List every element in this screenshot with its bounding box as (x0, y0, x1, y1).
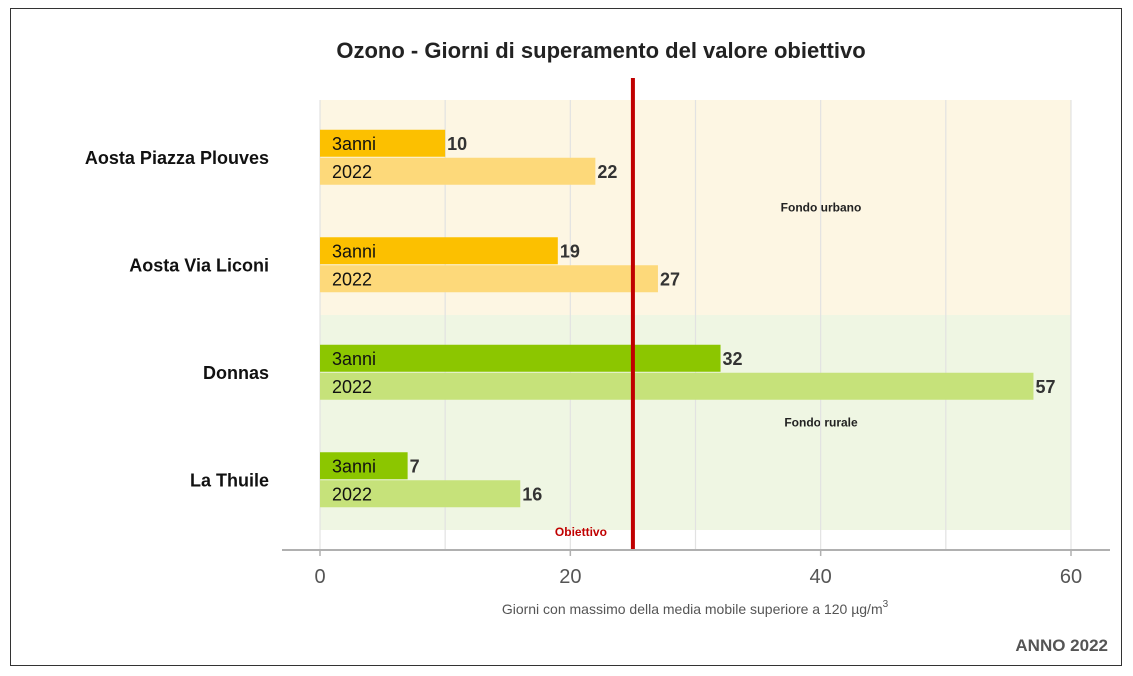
category-label: Aosta Via Liconi (129, 255, 269, 275)
x-axis-label: Giorni con massimo della media mobile su… (502, 599, 889, 617)
category-label: La Thuile (190, 470, 269, 490)
bar-3anni (320, 452, 408, 480)
data-label: 19 (560, 241, 580, 261)
bar-series-label: 2022 (332, 484, 372, 504)
bar-series-label: 3anni (332, 241, 376, 261)
bar-3anni (320, 129, 446, 157)
x-tick-label: 40 (810, 566, 832, 588)
category-label: Donnas (203, 363, 269, 383)
objective-label: Obiettivo (555, 525, 607, 539)
data-label: 22 (597, 162, 617, 182)
x-axis-label-superscript: 3 (883, 599, 889, 610)
data-label: 27 (660, 269, 680, 289)
bar-3anni (320, 237, 558, 265)
x-tick-label: 20 (559, 566, 581, 588)
data-label: 32 (723, 349, 743, 369)
x-tick-label: 60 (1060, 566, 1082, 588)
bar-series-label: 2022 (332, 162, 372, 182)
data-label: 57 (1035, 377, 1055, 397)
bar-series-label: 2022 (332, 269, 372, 289)
x-tick-label: 0 (314, 566, 325, 588)
bar-series-label: 3anni (332, 456, 376, 476)
category-label: Aosta Piazza Plouves (85, 148, 269, 168)
x-axis-label-text: Giorni con massimo della media mobile su… (502, 601, 883, 617)
bar-3anni (320, 344, 721, 372)
year-tag: ANNO 2022 (1015, 636, 1108, 655)
chart-title: Ozono - Giorni di superamento del valore… (336, 38, 865, 63)
bar-2022 (320, 265, 658, 293)
data-label: 7 (410, 456, 420, 476)
bar-series-label: 2022 (332, 377, 372, 397)
bar-series-label: 3anni (332, 134, 376, 154)
bar-2022 (320, 372, 1034, 400)
bar-2022 (320, 157, 596, 185)
data-label: 16 (522, 484, 542, 504)
bar-series-label: 3anni (332, 349, 376, 369)
data-label: 10 (447, 134, 467, 154)
bar-2022 (320, 480, 521, 508)
